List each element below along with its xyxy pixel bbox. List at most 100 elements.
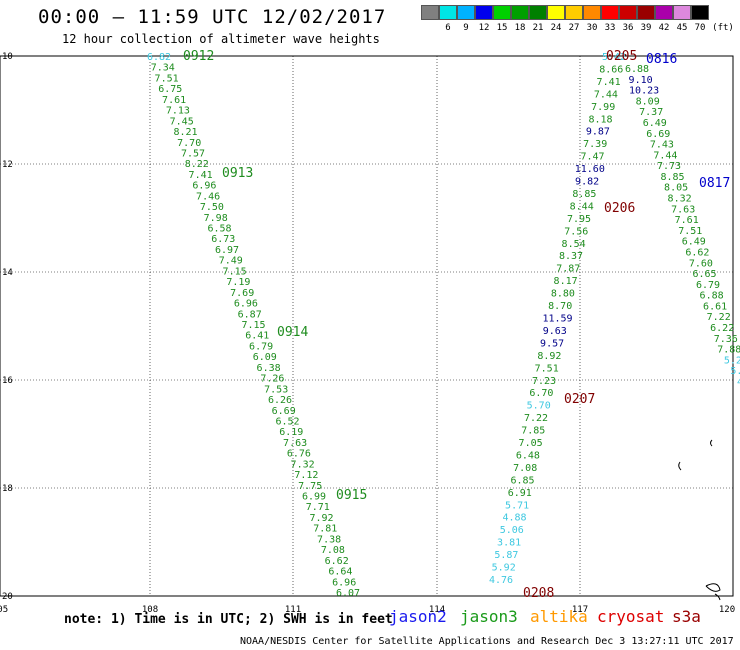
wave-height-value: 7.95 <box>567 214 591 225</box>
legend-label: 9 <box>463 23 469 33</box>
wave-height-value: 6.99 <box>302 492 326 503</box>
wave-height-value: 8.37 <box>559 251 583 262</box>
legend-swatch <box>475 5 493 20</box>
wave-height-value: 6.69 <box>272 406 296 417</box>
lat-label: 16 <box>2 376 13 386</box>
wave-height-value: 7.08 <box>321 545 345 556</box>
legend-swatch <box>583 5 601 20</box>
wave-height-value: 7.47 <box>580 152 604 163</box>
track-id-label: 0817 <box>699 176 730 191</box>
wave-height-value: 7.36 <box>714 334 738 345</box>
satellite-cryosat: cryosat <box>597 607 665 626</box>
lat-label: 18 <box>2 484 13 494</box>
wave-height-value: 11.60 <box>575 164 605 175</box>
legend-swatch <box>565 5 583 20</box>
wave-height-value: 7.51 <box>678 226 702 237</box>
track-id-label: 0205 <box>606 49 637 64</box>
wave-height-value: 10.23 <box>629 86 659 97</box>
satellite-s3a: s3a <box>672 607 701 626</box>
wave-height-value: 9.63 <box>543 326 567 337</box>
wave-height-value: 8.92 <box>537 351 561 362</box>
wave-height-value: 7.43 <box>650 140 674 151</box>
wave-height-value: 7.61 <box>675 215 699 226</box>
wave-height-value: 4.76 <box>489 575 513 586</box>
wave-height-value: 6.19 <box>279 427 303 438</box>
legend-swatch <box>547 5 565 20</box>
wave-height-value: 5.87 <box>494 550 518 561</box>
wave-height-value: 9.57 <box>540 338 564 349</box>
legend-unit: (ft) <box>712 23 734 33</box>
wave-height-value: 7.50 <box>200 202 224 213</box>
wave-height-value: 7.41 <box>189 170 213 181</box>
wave-height-value: 5.2 <box>724 355 740 366</box>
lon-label: 120 <box>719 605 735 615</box>
lat-label: 14 <box>2 268 13 278</box>
wave-height-value: 6.38 <box>257 363 281 374</box>
wave-height-value: 7.37 <box>639 107 663 118</box>
legend-swatch <box>529 5 547 20</box>
legend-label: 30 <box>586 23 598 33</box>
track-id-label: 0206 <box>604 201 635 216</box>
wave-height-value: 7.71 <box>306 502 330 513</box>
wave-height-value: 6.62 <box>685 248 709 259</box>
wave-height-value: 5. <box>730 366 740 377</box>
wave-height-value: 6.75 <box>158 84 182 95</box>
wave-height-value: 7.34 <box>151 63 175 74</box>
wave-height-value: 7.23 <box>532 376 556 387</box>
wave-height-value: 8.17 <box>554 276 578 287</box>
wave-height-value: 6.61 <box>703 301 727 312</box>
legend-swatch <box>457 5 475 20</box>
wave-height-value: 7.61 <box>162 95 186 106</box>
legend-swatch <box>637 5 655 20</box>
wave-height-value: 7.05 <box>519 438 543 449</box>
legend-label: 6 <box>445 23 451 33</box>
wave-height-value: 6.96 <box>234 299 258 310</box>
wave-height-value: 7.81 <box>313 524 337 535</box>
wave-height-value: 8.85 <box>572 189 596 200</box>
map-subtitle: 12 hour collection of altimeter wave hei… <box>62 32 380 46</box>
wave-height-value: 6.76 <box>287 449 311 460</box>
wave-height-value: 7.15 <box>241 320 265 331</box>
wave-height-value: 7.38 <box>317 534 341 545</box>
satellite-jason3: jason3 <box>460 607 518 626</box>
wave-height-value: 6.87 <box>238 309 262 320</box>
wave-height-value: 11.59 <box>542 314 572 325</box>
legend-label: 33 <box>604 23 616 33</box>
wave-height-value: 7.99 <box>591 102 615 113</box>
legend-swatch <box>691 5 709 20</box>
satellite-jason2: jason2 <box>389 607 447 626</box>
lon-label: 111 <box>285 605 301 615</box>
wave-height-value: 7.87 <box>556 264 580 275</box>
wave-height-value: 7.45 <box>170 116 194 127</box>
wave-height-value: 6.69 <box>646 129 670 140</box>
track-id-label: 0207 <box>564 392 595 407</box>
legend-label: 18 <box>514 23 526 33</box>
lon-label: 117 <box>572 605 588 615</box>
wave-height-value: 7.44 <box>653 150 677 161</box>
wave-height-value: 6.52 <box>275 417 299 428</box>
wave-height-value: 7.73 <box>657 161 681 172</box>
wave-height-value: 7.32 <box>291 459 315 470</box>
lat-label: 10 <box>2 52 13 62</box>
legend-swatch <box>673 5 691 20</box>
wave-height-value: 7.51 <box>155 73 179 84</box>
note-text: note: 1) Time is in UTC; 2) SWH is in fe… <box>64 612 393 627</box>
lon-label: 114 <box>429 605 445 615</box>
wave-height-value: 6.73 <box>211 234 235 245</box>
wave-height-value: 6.96 <box>192 181 216 192</box>
wave-height-value: 6.85 <box>510 475 534 486</box>
wave-height-value: 5.70 <box>527 401 551 412</box>
wave-height-value: 6.09 <box>253 352 277 363</box>
wave-height-value: 6.22 <box>710 323 734 334</box>
wave-height-value: 6.26 <box>268 395 292 406</box>
legend-swatch <box>421 5 439 20</box>
wave-height-value: 8.22 <box>185 159 209 170</box>
track-id-labels: 0912 0913 0914 0915 0205 0206 0207 0208 0816 0817 <box>183 49 730 601</box>
wave-height-value: 7.08 <box>513 463 537 474</box>
lat-lon-grid <box>0 55 734 597</box>
lat-label: 12 <box>2 160 13 170</box>
wave-height-value: 8.80 <box>551 289 575 300</box>
wave-height-value: 8.21 <box>173 127 197 138</box>
wave-height-value: 6.79 <box>696 280 720 291</box>
wave-height-value: 7.75 <box>298 481 322 492</box>
